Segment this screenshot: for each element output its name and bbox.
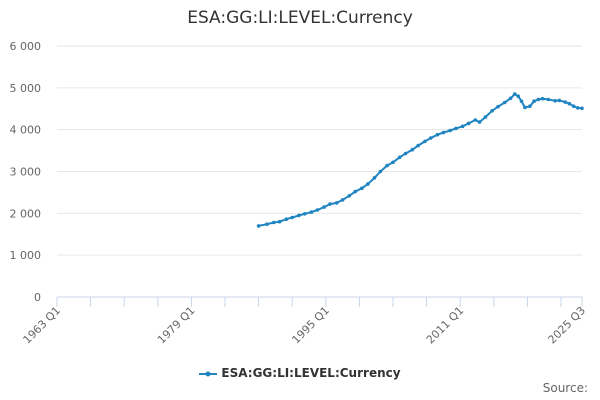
data-point xyxy=(429,136,433,140)
data-point xyxy=(423,139,427,144)
legend-label: ESA:GG:LI:LEVEL:Currency xyxy=(221,366,401,380)
data-point xyxy=(528,104,532,108)
y-tick-label: 2 000 xyxy=(10,207,42,220)
data-point xyxy=(571,104,576,108)
data-point xyxy=(385,163,389,168)
data-point xyxy=(435,132,440,137)
data-point xyxy=(553,99,557,103)
source-label: Source: xyxy=(542,381,588,395)
data-point xyxy=(378,169,383,174)
data-point xyxy=(466,121,471,126)
data-point xyxy=(516,94,520,98)
data-point xyxy=(513,92,517,96)
data-point xyxy=(265,222,269,226)
data-point xyxy=(309,210,314,214)
data-point xyxy=(477,120,482,124)
data-point xyxy=(256,224,261,228)
data-point xyxy=(360,186,364,190)
data-point xyxy=(496,104,500,109)
data-point xyxy=(460,124,465,129)
legend[interactable]: ESA:GG:LI:LEVEL:Currency xyxy=(0,366,600,380)
data-point xyxy=(328,202,332,206)
data-point xyxy=(557,98,562,103)
data-point xyxy=(322,205,326,209)
data-point xyxy=(473,118,478,122)
data-point xyxy=(540,96,545,101)
data-point xyxy=(483,115,488,119)
data-point xyxy=(576,106,580,110)
data-point xyxy=(340,198,345,202)
data-point xyxy=(290,215,295,220)
data-point xyxy=(502,100,507,105)
x-tick-label: 1979 Q1 xyxy=(155,304,198,347)
data-point xyxy=(416,143,421,148)
data-point xyxy=(397,155,402,160)
data-point xyxy=(567,101,572,106)
data-point xyxy=(448,128,452,133)
x-tick-label: 1995 Q1 xyxy=(289,304,332,347)
data-point xyxy=(508,96,513,101)
data-point xyxy=(410,147,415,152)
data-point xyxy=(454,126,458,131)
data-point xyxy=(366,182,370,186)
y-tick-label: 1 000 xyxy=(10,249,42,262)
data-point xyxy=(536,97,541,102)
gridlines xyxy=(57,45,582,256)
y-tick-label: 4 000 xyxy=(10,124,42,137)
data-point xyxy=(490,109,494,113)
data-point xyxy=(580,106,584,111)
legend-marker-icon xyxy=(199,371,218,376)
y-tick-label: 0 xyxy=(34,291,41,304)
y-tick-label: 6 000 xyxy=(10,40,42,53)
series-layer xyxy=(256,92,584,228)
data-point xyxy=(372,176,377,180)
data-point xyxy=(563,100,567,104)
data-point xyxy=(334,201,339,205)
data-point xyxy=(441,130,446,135)
y-tick-label: 3 000 xyxy=(10,166,42,179)
data-point xyxy=(315,208,320,212)
data-point xyxy=(277,219,282,224)
data-point xyxy=(284,217,289,221)
x-tick-label: 2011 Q1 xyxy=(424,304,467,347)
data-point xyxy=(353,189,358,194)
data-point xyxy=(391,160,395,165)
data-point xyxy=(546,97,551,102)
chart-title: ESA:GG:LI:LEVEL:Currency xyxy=(187,8,413,28)
data-point xyxy=(532,99,536,103)
y-tick-label: 5 000 xyxy=(10,82,42,95)
axes: 0 1 000 2 000 3 000 4 000 5 000 6 000 1963 Q1 19… xyxy=(10,40,589,346)
data-point xyxy=(303,212,307,216)
data-point xyxy=(347,194,352,198)
data-point xyxy=(297,213,301,218)
data-point xyxy=(519,99,524,103)
x-tick-label: 1963 Q1 xyxy=(21,304,64,347)
data-point xyxy=(403,151,408,156)
x-tick-label: 2025 Q3 xyxy=(546,304,589,347)
data-point xyxy=(271,220,276,225)
data-point xyxy=(523,105,527,110)
series-line xyxy=(258,93,583,227)
